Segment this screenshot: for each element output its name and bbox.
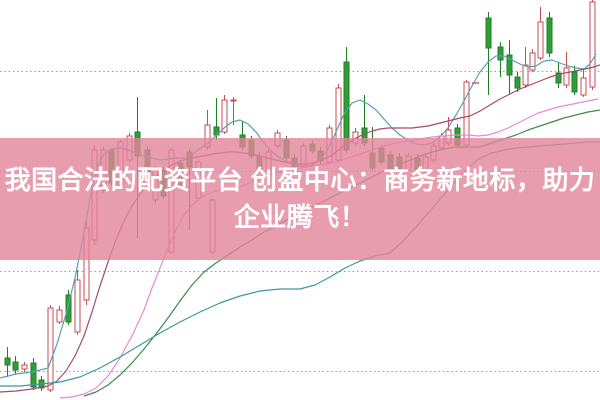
candle-body	[47, 307, 54, 391]
candle-body	[12, 361, 19, 371]
candle-down	[12, 356, 19, 375]
candle-up	[522, 47, 529, 88]
candle-body	[537, 21, 544, 59]
candle-up	[529, 49, 536, 72]
candle-down	[546, 12, 553, 57]
candle-down	[506, 40, 513, 95]
candle-up	[563, 52, 570, 88]
candle-body	[514, 76, 521, 89]
candle-body	[4, 357, 11, 366]
candle-body	[546, 17, 553, 54]
candle-up	[47, 305, 54, 392]
candle-body	[563, 67, 570, 86]
candle-body	[30, 362, 37, 388]
candle-body	[522, 64, 529, 86]
candle-up	[21, 362, 28, 372]
candle-body	[529, 52, 536, 71]
candle-body	[555, 72, 562, 84]
candle-body	[343, 61, 350, 151]
candle-down	[497, 42, 504, 77]
ad-banner-text-line1: 我国合法的配资平台 创盈中心：商务新地标，助力	[4, 165, 596, 195]
candle-down	[65, 290, 72, 325]
candle-body	[580, 77, 587, 96]
candle-body	[221, 99, 228, 133]
candle-body	[497, 46, 504, 61]
candle-body	[230, 99, 237, 102]
candle-up	[580, 70, 587, 97]
candle-body	[56, 309, 63, 323]
candle-up	[56, 306, 63, 324]
ad-banner-overlay[interactable]: 我国合法的配资平台 创盈中心：商务新地标，助力 企业腾飞！	[0, 138, 600, 260]
candle-body	[74, 279, 81, 333]
candle-body	[21, 364, 28, 370]
candle-down	[485, 12, 492, 95]
candle-body	[506, 54, 513, 76]
candle-body	[485, 17, 492, 49]
candle-up	[589, 0, 596, 90]
candle-body	[571, 71, 578, 93]
candle-up	[74, 270, 81, 335]
candle-up	[537, 7, 544, 60]
candle-up	[230, 97, 237, 125]
candle-body	[65, 294, 72, 323]
candle-down	[4, 347, 11, 377]
ad-banner-text-line2: 企业腾飞！	[233, 202, 367, 232]
candle-body	[589, 1, 596, 88]
candle-down	[514, 72, 521, 92]
